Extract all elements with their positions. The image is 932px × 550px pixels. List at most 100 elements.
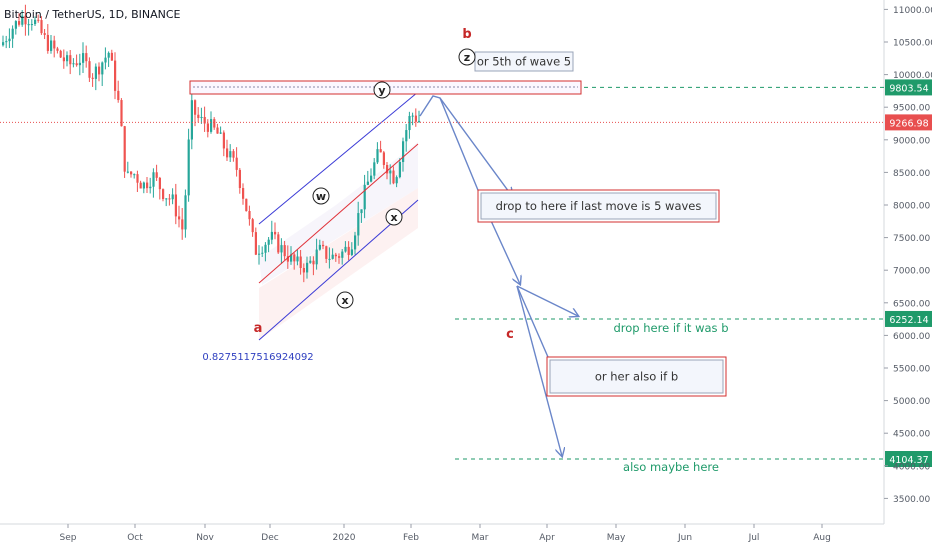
candle-body [59,50,62,58]
candle-body [50,40,53,51]
candle-body [242,188,245,199]
annotation-drop-to-here-text: drop to here if last move is 5 waves [496,199,702,213]
x-tick-label: Sep [60,533,77,543]
candle-body [312,260,315,265]
candle-body [389,170,392,174]
candle-body [85,53,88,62]
candle-body [98,66,101,75]
wave-label-x-lower: x [341,294,348,307]
candle-body [168,198,171,200]
wave-label-y: y [378,84,385,97]
candle-body [235,157,238,170]
candle-body [232,151,235,158]
symbol-title: Bitcoin / TetherUS, 1D, BINANCE [4,8,181,21]
candle-body [277,234,280,253]
candle-body [357,213,360,236]
candle-body [181,219,184,230]
candle-body [354,235,357,250]
candle-body [216,127,219,134]
price-level-label: 4104.37 [889,455,928,466]
channel-upper-line [258,91,419,225]
candle-body [226,148,229,158]
candle-body [46,34,49,51]
y-tick-label: 8000.00 [893,202,930,212]
candle-body [114,60,117,91]
candle-body [347,246,350,255]
y-tick-label: 9500.00 [893,104,930,114]
current-price-badge [885,114,932,131]
price-level-label: 6252.14 [889,315,928,326]
y-tick-label: 10000.00 [893,71,932,81]
candle-body [190,100,193,140]
y-tick-label: 6500.00 [893,299,930,309]
candle-body [203,116,206,124]
annotation-5th-wave-box [474,51,574,72]
candle-body [66,55,69,62]
price-level-badge [885,79,932,96]
y-tick-label: 9000.00 [893,136,930,146]
y-tick-label: 10500.00 [893,39,932,49]
candle-body [133,174,136,176]
candle-body [238,169,241,189]
candle-body [40,20,43,34]
candle-body [402,141,405,163]
candle-body [75,63,78,66]
x-tick-label: Feb [403,533,419,543]
candle-body [210,119,213,132]
candle-body [293,254,296,262]
candle-body [197,114,200,119]
x-tick-label: May [607,533,626,543]
candle-body [379,149,382,153]
candle-body [142,182,145,189]
candle-body [315,249,318,265]
candle-body [350,249,353,255]
candle-body [322,244,325,247]
candle-body [21,15,24,25]
candle-body [418,120,421,122]
candle-body [363,184,366,210]
y-tick-label: 8500.00 [893,169,930,179]
candle-body [331,254,334,259]
x-tick-label: Nov [196,533,214,543]
candle-body [101,62,104,75]
candle-body [94,66,97,79]
candle-body [309,260,312,263]
wave-label-x-upper-circle [385,208,403,226]
candle-body [110,52,113,61]
annotation-or-her-text: or her also if b [595,370,678,384]
candle-body [286,256,289,262]
candles-group [2,4,421,283]
candle-body [408,116,411,131]
x-tick-label: Apr [539,533,555,543]
y-tick-label: 6000.00 [893,332,930,342]
candle-body [187,139,190,196]
candle-body [338,256,341,258]
candle-body [280,245,283,253]
y-tick-label: 4000.00 [893,462,930,472]
candle-body [334,254,337,257]
y-tick-label: 3500.00 [893,495,930,505]
candle-body [398,162,401,178]
candle-body [53,40,56,49]
y-tick-label: 11000.00 [893,6,932,16]
candle-body [72,63,75,65]
current-price-label: 9266.98 [889,118,928,129]
candle-body [104,57,107,63]
candle-body [178,216,181,220]
candle-body [302,267,305,273]
candle-body [78,62,81,66]
candle-body [283,245,286,257]
forecast-arrow [516,285,562,456]
wave-label-x-lower-circle [336,291,354,309]
candle-body [245,198,248,212]
candle-body [120,100,123,127]
y-tick-label: 7000.00 [893,267,930,277]
candle-body [91,77,94,79]
candle-body [325,246,328,259]
candle-body [254,232,257,255]
annotation-drop-b: drop here if it was b [614,321,729,335]
candle-body [5,41,8,43]
wave-label-w-circle [312,187,330,205]
